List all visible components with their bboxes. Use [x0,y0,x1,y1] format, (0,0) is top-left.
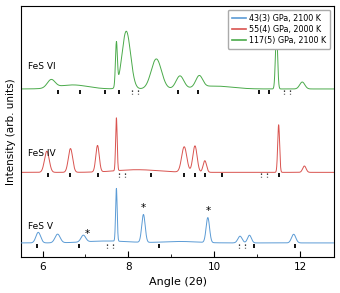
Text: FeS VI: FeS VI [28,62,55,71]
Text: *: * [85,229,90,239]
Legend: 43(3) GPa, 2100 K, 55(4) GPa, 2000 K, 117(5) GPa, 2100 K: 43(3) GPa, 2100 K, 55(4) GPa, 2000 K, 11… [227,10,330,49]
Text: *: * [141,203,146,213]
Text: FeS V: FeS V [28,222,53,231]
Text: *: * [205,206,210,216]
X-axis label: Angle (2θ): Angle (2θ) [149,277,207,287]
Y-axis label: Intensity (arb. units): Intensity (arb. units) [5,78,16,185]
Text: FeS IV: FeS IV [28,149,55,158]
